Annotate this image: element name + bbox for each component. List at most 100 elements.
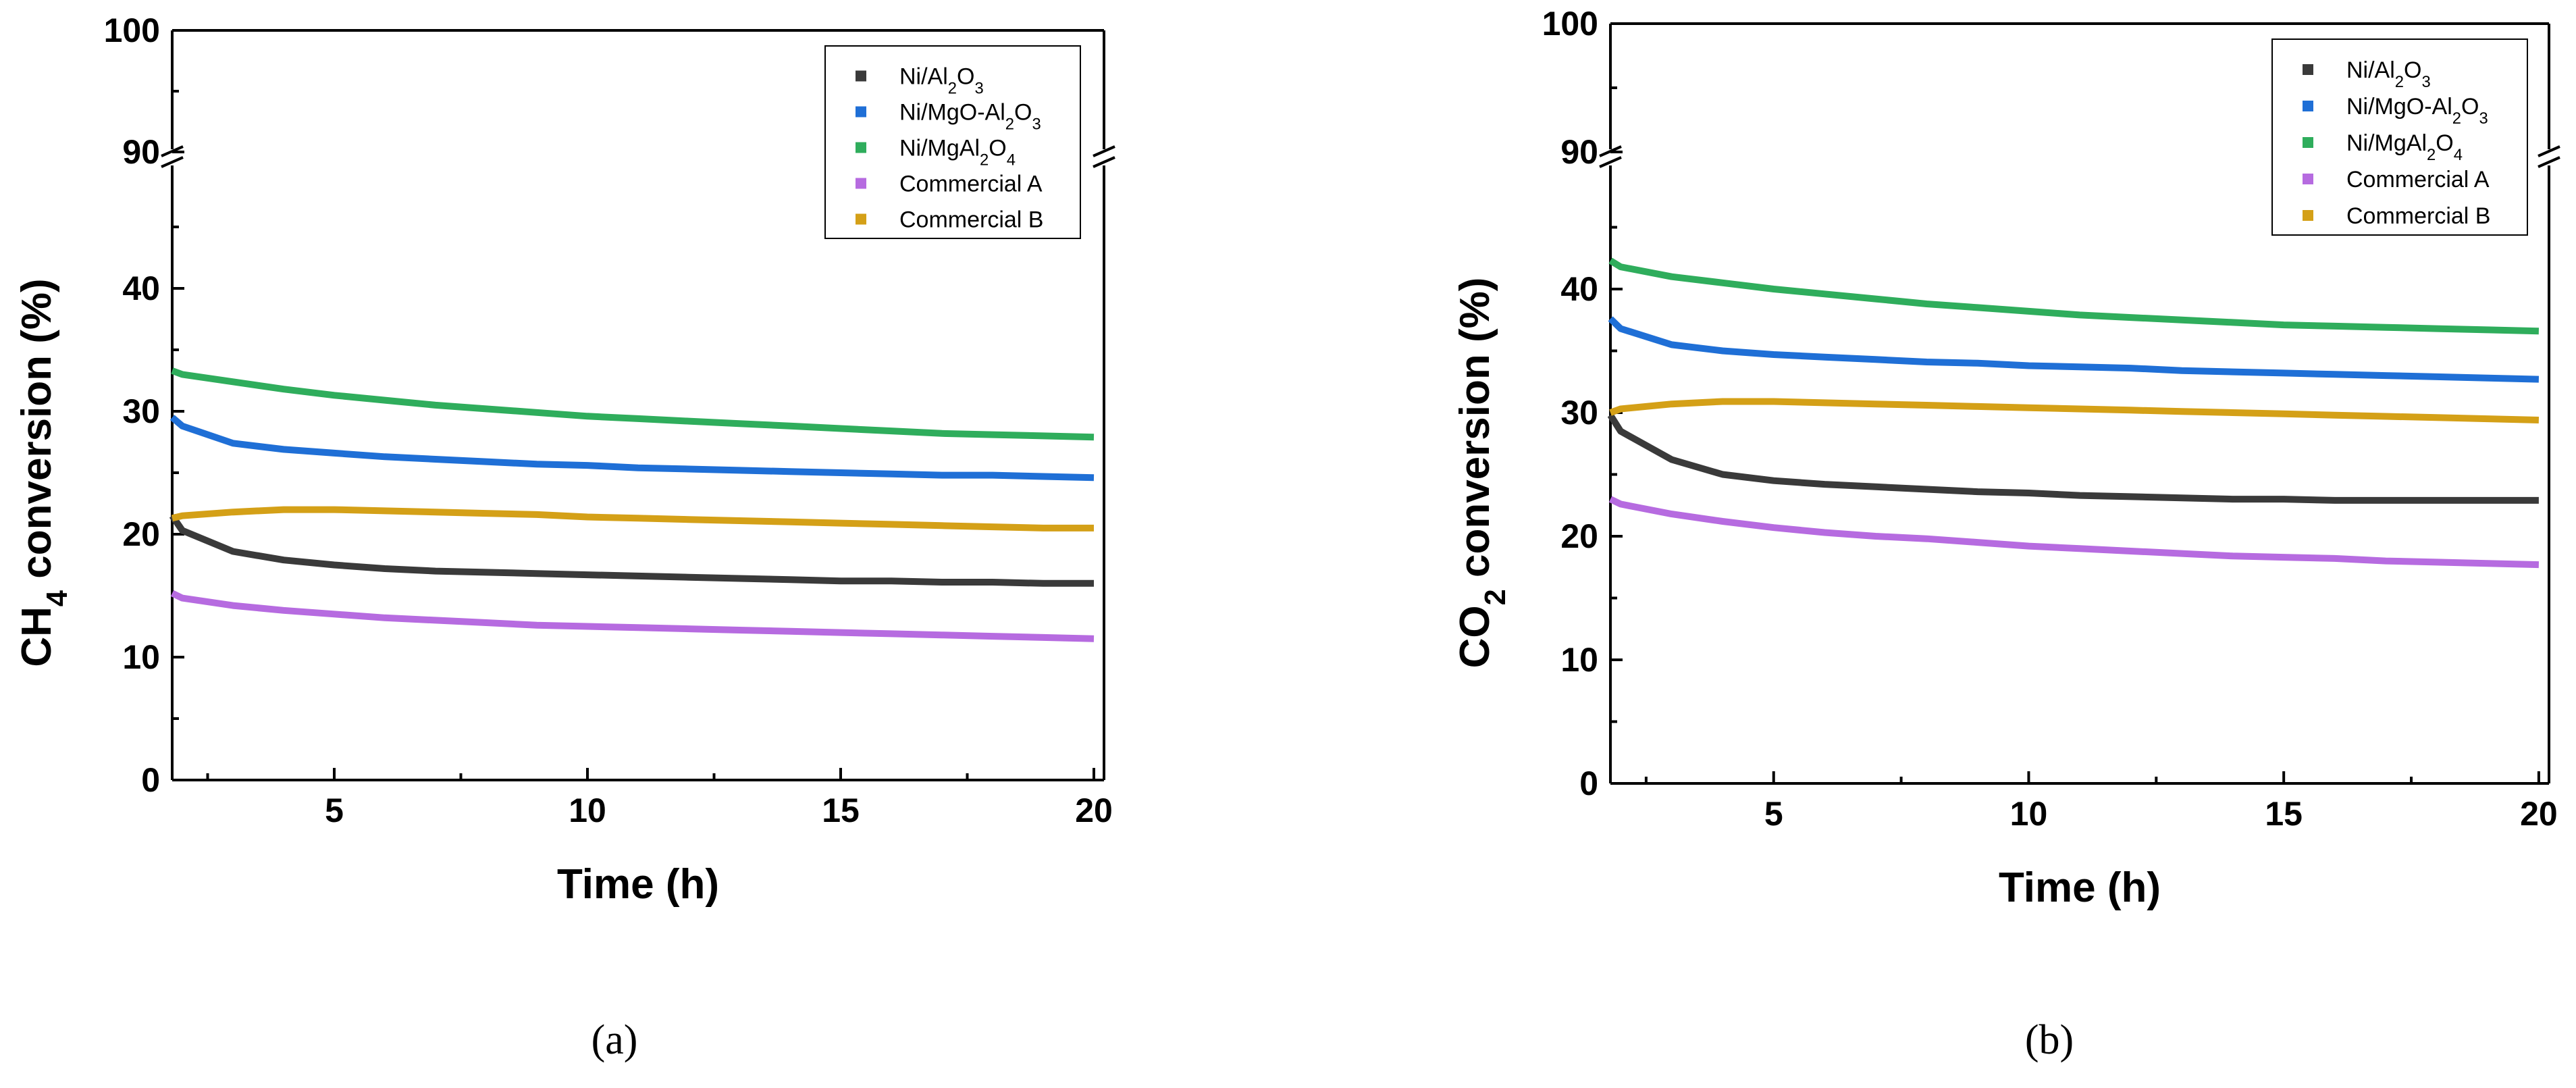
y-tick-label: 0 xyxy=(1579,765,1598,802)
text-part: conversion (%) xyxy=(1452,278,1498,590)
y-tick-label: 30 xyxy=(122,392,160,430)
x-axis-title: Time (h) xyxy=(1999,864,2161,911)
legend-marker xyxy=(2303,101,2313,111)
legend-item: Ni/Al2O3 xyxy=(856,64,984,98)
text-part: O xyxy=(1014,100,1032,126)
subscript-text: 4 xyxy=(1007,151,1016,169)
subscript-text: 3 xyxy=(975,79,984,97)
legend-label: Ni/MgO-Al2O3 xyxy=(899,100,1041,134)
legend-marker xyxy=(2303,137,2313,148)
x-tick-label: 15 xyxy=(822,792,860,829)
legend-marker xyxy=(2303,210,2313,221)
legend-label: Ni/Al2O3 xyxy=(899,64,984,98)
subscript-text: 2 xyxy=(980,151,989,169)
y-tick-label: 40 xyxy=(122,269,160,307)
text-part: O xyxy=(2436,130,2453,156)
legend-label: Ni/MgO-Al2O3 xyxy=(2346,94,2488,128)
text-part: Ni/MgAl xyxy=(2346,130,2427,156)
axis-break-mark xyxy=(1599,145,1622,168)
series-line-ni-mgo-al2o3 xyxy=(1608,316,2540,383)
x-tick-label: 5 xyxy=(1764,795,1783,833)
x-tick-label: 5 xyxy=(325,792,344,829)
y-tick-label: 30 xyxy=(1560,394,1598,432)
axes: 0 10 20 30 40 90 100 5 10 15 20 xyxy=(104,11,1115,829)
text-part: Commercial B xyxy=(899,207,1043,233)
subscript-text: 4 xyxy=(41,590,74,606)
subscript-text: 2 xyxy=(2452,109,2461,128)
legend-item: Commercial B xyxy=(856,207,1043,233)
text-part: CO xyxy=(1452,605,1498,668)
legend-marker xyxy=(856,213,866,225)
legend-label: Commercial B xyxy=(899,207,1043,233)
legend-item: Ni/Al2O3 xyxy=(2303,57,2431,91)
series-line-ni-mgal2o4 xyxy=(1608,257,2540,335)
legend-item: Commercial A xyxy=(856,172,1043,197)
legend-marker xyxy=(856,178,866,189)
legend-box xyxy=(2271,38,2528,236)
text-part: Ni/MgAl xyxy=(899,136,980,161)
y-tick-label: 100 xyxy=(1542,5,1598,43)
y-axis-title: CO2 conversion (%) xyxy=(1452,278,1512,669)
series-line-commercial-a xyxy=(1608,496,2540,569)
text-part: conversion (%) xyxy=(14,278,60,590)
x-tick-label: 20 xyxy=(2520,795,2558,833)
subscript-text: 4 xyxy=(2454,146,2463,164)
axes: 0 10 20 30 40 90 100 5 10 15 20 xyxy=(1542,5,2560,833)
text-part: Ni/MgO-Al xyxy=(899,100,1005,126)
legend-marker xyxy=(856,106,866,118)
legend: Ni/Al2O3Ni/MgO-Al2O3Ni/MgAl2O4Commercial… xyxy=(824,45,1081,239)
y-tick-label: 10 xyxy=(122,638,160,676)
legend: Ni/Al2O3Ni/MgO-Al2O3Ni/MgAl2O4Commercial… xyxy=(2271,38,2528,236)
legend-marker xyxy=(2303,64,2313,75)
subscript-text: 2 xyxy=(2427,146,2436,164)
x-tick-label: 15 xyxy=(2265,795,2303,833)
text-part: CH xyxy=(14,606,60,667)
legend-label: Ni/MgAl2O4 xyxy=(2346,130,2463,164)
series-line-ni-al2o3 xyxy=(169,513,1094,587)
y-tick-label: 40 xyxy=(1560,270,1598,308)
legend-box xyxy=(824,45,1081,239)
x-tick-label: 10 xyxy=(2010,795,2048,833)
legend-item: Commercial B xyxy=(2303,203,2490,229)
x-tick-label: 10 xyxy=(569,792,606,829)
subscript-text: 2 xyxy=(1005,115,1014,133)
legend-label: Commercial A xyxy=(2346,167,2490,192)
x-tick-label: 20 xyxy=(1075,792,1113,829)
axis-break-mark xyxy=(161,145,184,168)
subscript-text: 2 xyxy=(1479,589,1512,605)
y-tick-label: 0 xyxy=(141,761,160,799)
series-line-commercial-b xyxy=(171,506,1094,532)
x-axis-title: Time (h) xyxy=(557,861,719,908)
text-part: Ni/MgO-Al xyxy=(2346,94,2452,120)
y-tick-label: 90 xyxy=(1560,133,1598,171)
legend-item: Ni/MgAl2O4 xyxy=(2303,130,2463,164)
text-part: Commercial A xyxy=(2346,167,2490,192)
subscript-text: 2 xyxy=(948,79,957,97)
legend-marker xyxy=(2303,174,2313,184)
text-part: Commercial B xyxy=(2346,203,2490,229)
legend-item: Ni/MgAl2O4 xyxy=(856,136,1016,169)
legend-item: Commercial A xyxy=(2303,167,2490,192)
text-part: Ni/Al xyxy=(899,64,948,90)
legend-label: Commercial A xyxy=(899,172,1043,197)
subscript-text: 3 xyxy=(2422,73,2431,91)
y-tick-label: 20 xyxy=(1560,517,1598,555)
y-tick-label: 20 xyxy=(122,515,160,553)
subscript-text: 3 xyxy=(1032,115,1041,133)
series-line-commercial-a xyxy=(170,590,1095,642)
series-line-ni-mgal2o4 xyxy=(171,367,1095,441)
text-part: O xyxy=(989,136,1006,161)
text-part: O xyxy=(2461,94,2479,120)
text-part: O xyxy=(2404,57,2421,83)
panel-label: (b) xyxy=(2025,1017,2074,1063)
y-tick-label: 10 xyxy=(1560,641,1598,679)
legend-item: Ni/MgO-Al2O3 xyxy=(856,100,1041,134)
subscript-text: 3 xyxy=(2479,109,2488,128)
y-tick-label: 90 xyxy=(122,133,160,171)
axis-break-mark xyxy=(1093,145,1115,168)
subscript-text: 2 xyxy=(2395,73,2404,91)
y-tick-label: 100 xyxy=(104,11,160,49)
series-line-commercial-b xyxy=(1609,398,2540,423)
